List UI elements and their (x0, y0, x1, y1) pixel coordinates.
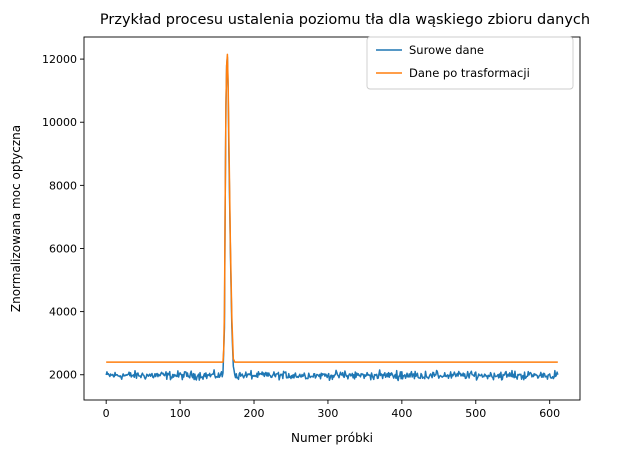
series-line-dane-po-trasformacji (106, 53, 558, 363)
x-axis-ticks: 0 100 200 300 400 500 600 (103, 400, 560, 420)
y-tick-label: 12000 (42, 53, 77, 66)
series-line-surowe-dane (105, 56, 559, 382)
y-axis-ticks: 2000 4000 6000 8000 10000 12000 (42, 53, 84, 382)
x-axis-label: Numer próbki (291, 431, 373, 445)
legend: Surowe dane Dane po trasformacji (366, 36, 574, 90)
x-tick-label: 200 (244, 407, 265, 420)
legend-box (366, 36, 574, 90)
x-tick-label: 100 (170, 407, 191, 420)
x-tick-label: 600 (539, 407, 560, 420)
y-tick-label: 8000 (49, 179, 77, 192)
chart-title: Przykład procesu ustalenia poziomu tła d… (100, 12, 590, 28)
legend-label-transform: Dane po trasformacji (409, 66, 530, 80)
y-tick-label: 6000 (49, 242, 77, 255)
y-tick-label: 10000 (42, 116, 77, 129)
x-tick-label: 300 (317, 407, 338, 420)
plot-frame (83, 36, 581, 401)
y-tick-label: 4000 (49, 306, 77, 319)
x-tick-label: 500 (465, 407, 486, 420)
x-tick-label: 400 (391, 407, 412, 420)
x-tick-label: 0 (103, 407, 110, 420)
plot-area (105, 53, 559, 382)
y-axis-label: Znormalizowana moc optyczna (9, 125, 23, 312)
legend-label-surowe: Surowe dane (409, 43, 484, 57)
y-tick-label: 2000 (49, 369, 77, 382)
